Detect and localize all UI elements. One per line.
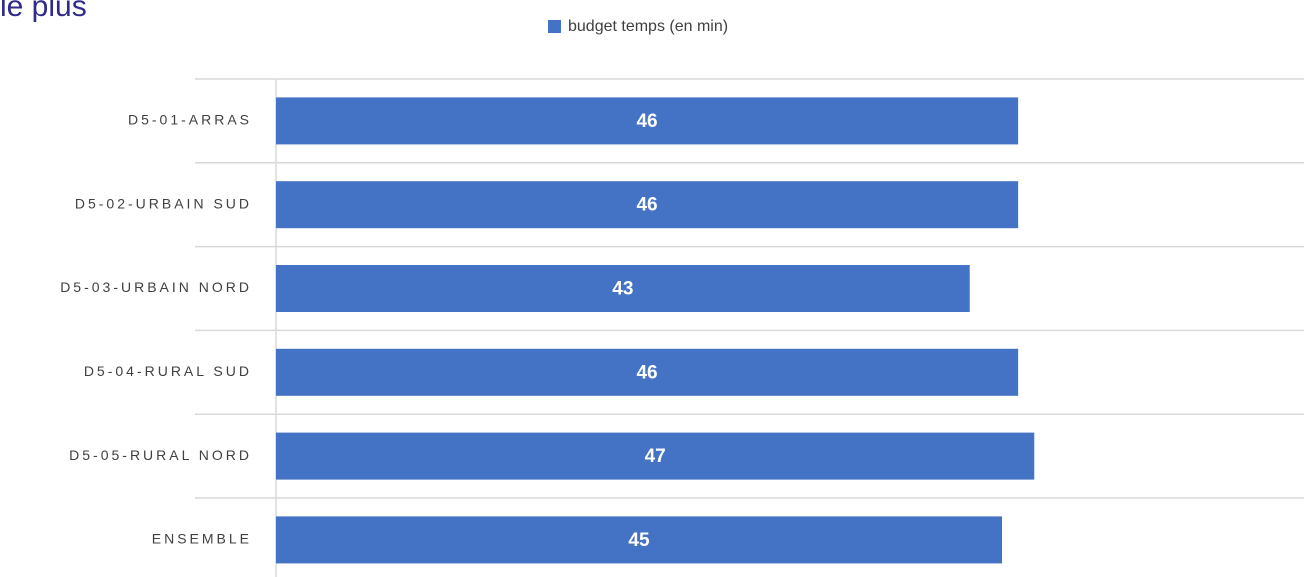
- bar: [276, 97, 1019, 145]
- y-tick-label: D5-03-URBAIN NORD: [60, 279, 252, 295]
- legend-label: budget temps (en min): [568, 18, 728, 35]
- bar: [276, 516, 1002, 564]
- bar: [276, 432, 1035, 480]
- bar: [276, 348, 1019, 396]
- y-tick-label: D5-01-ARRAS: [128, 112, 252, 128]
- y-tick-label: D5-02-URBAIN SUD: [75, 195, 252, 211]
- chart-title: le plus: [0, 0, 87, 23]
- value-label: 46: [636, 362, 657, 383]
- y-tick-label: D5-05-RURAL NORD: [69, 447, 252, 463]
- value-label: 46: [636, 111, 657, 132]
- value-label: 45: [628, 530, 650, 551]
- value-label: 47: [645, 446, 666, 467]
- bar: [276, 265, 970, 312]
- y-tick-label: D5-04-RURAL SUD: [84, 363, 252, 379]
- y-tick-label: ENSEMBLE: [152, 531, 252, 547]
- value-label: 46: [636, 195, 657, 216]
- legend-swatch: [548, 20, 561, 33]
- bar: [276, 181, 1019, 229]
- value-label: 43: [612, 279, 633, 300]
